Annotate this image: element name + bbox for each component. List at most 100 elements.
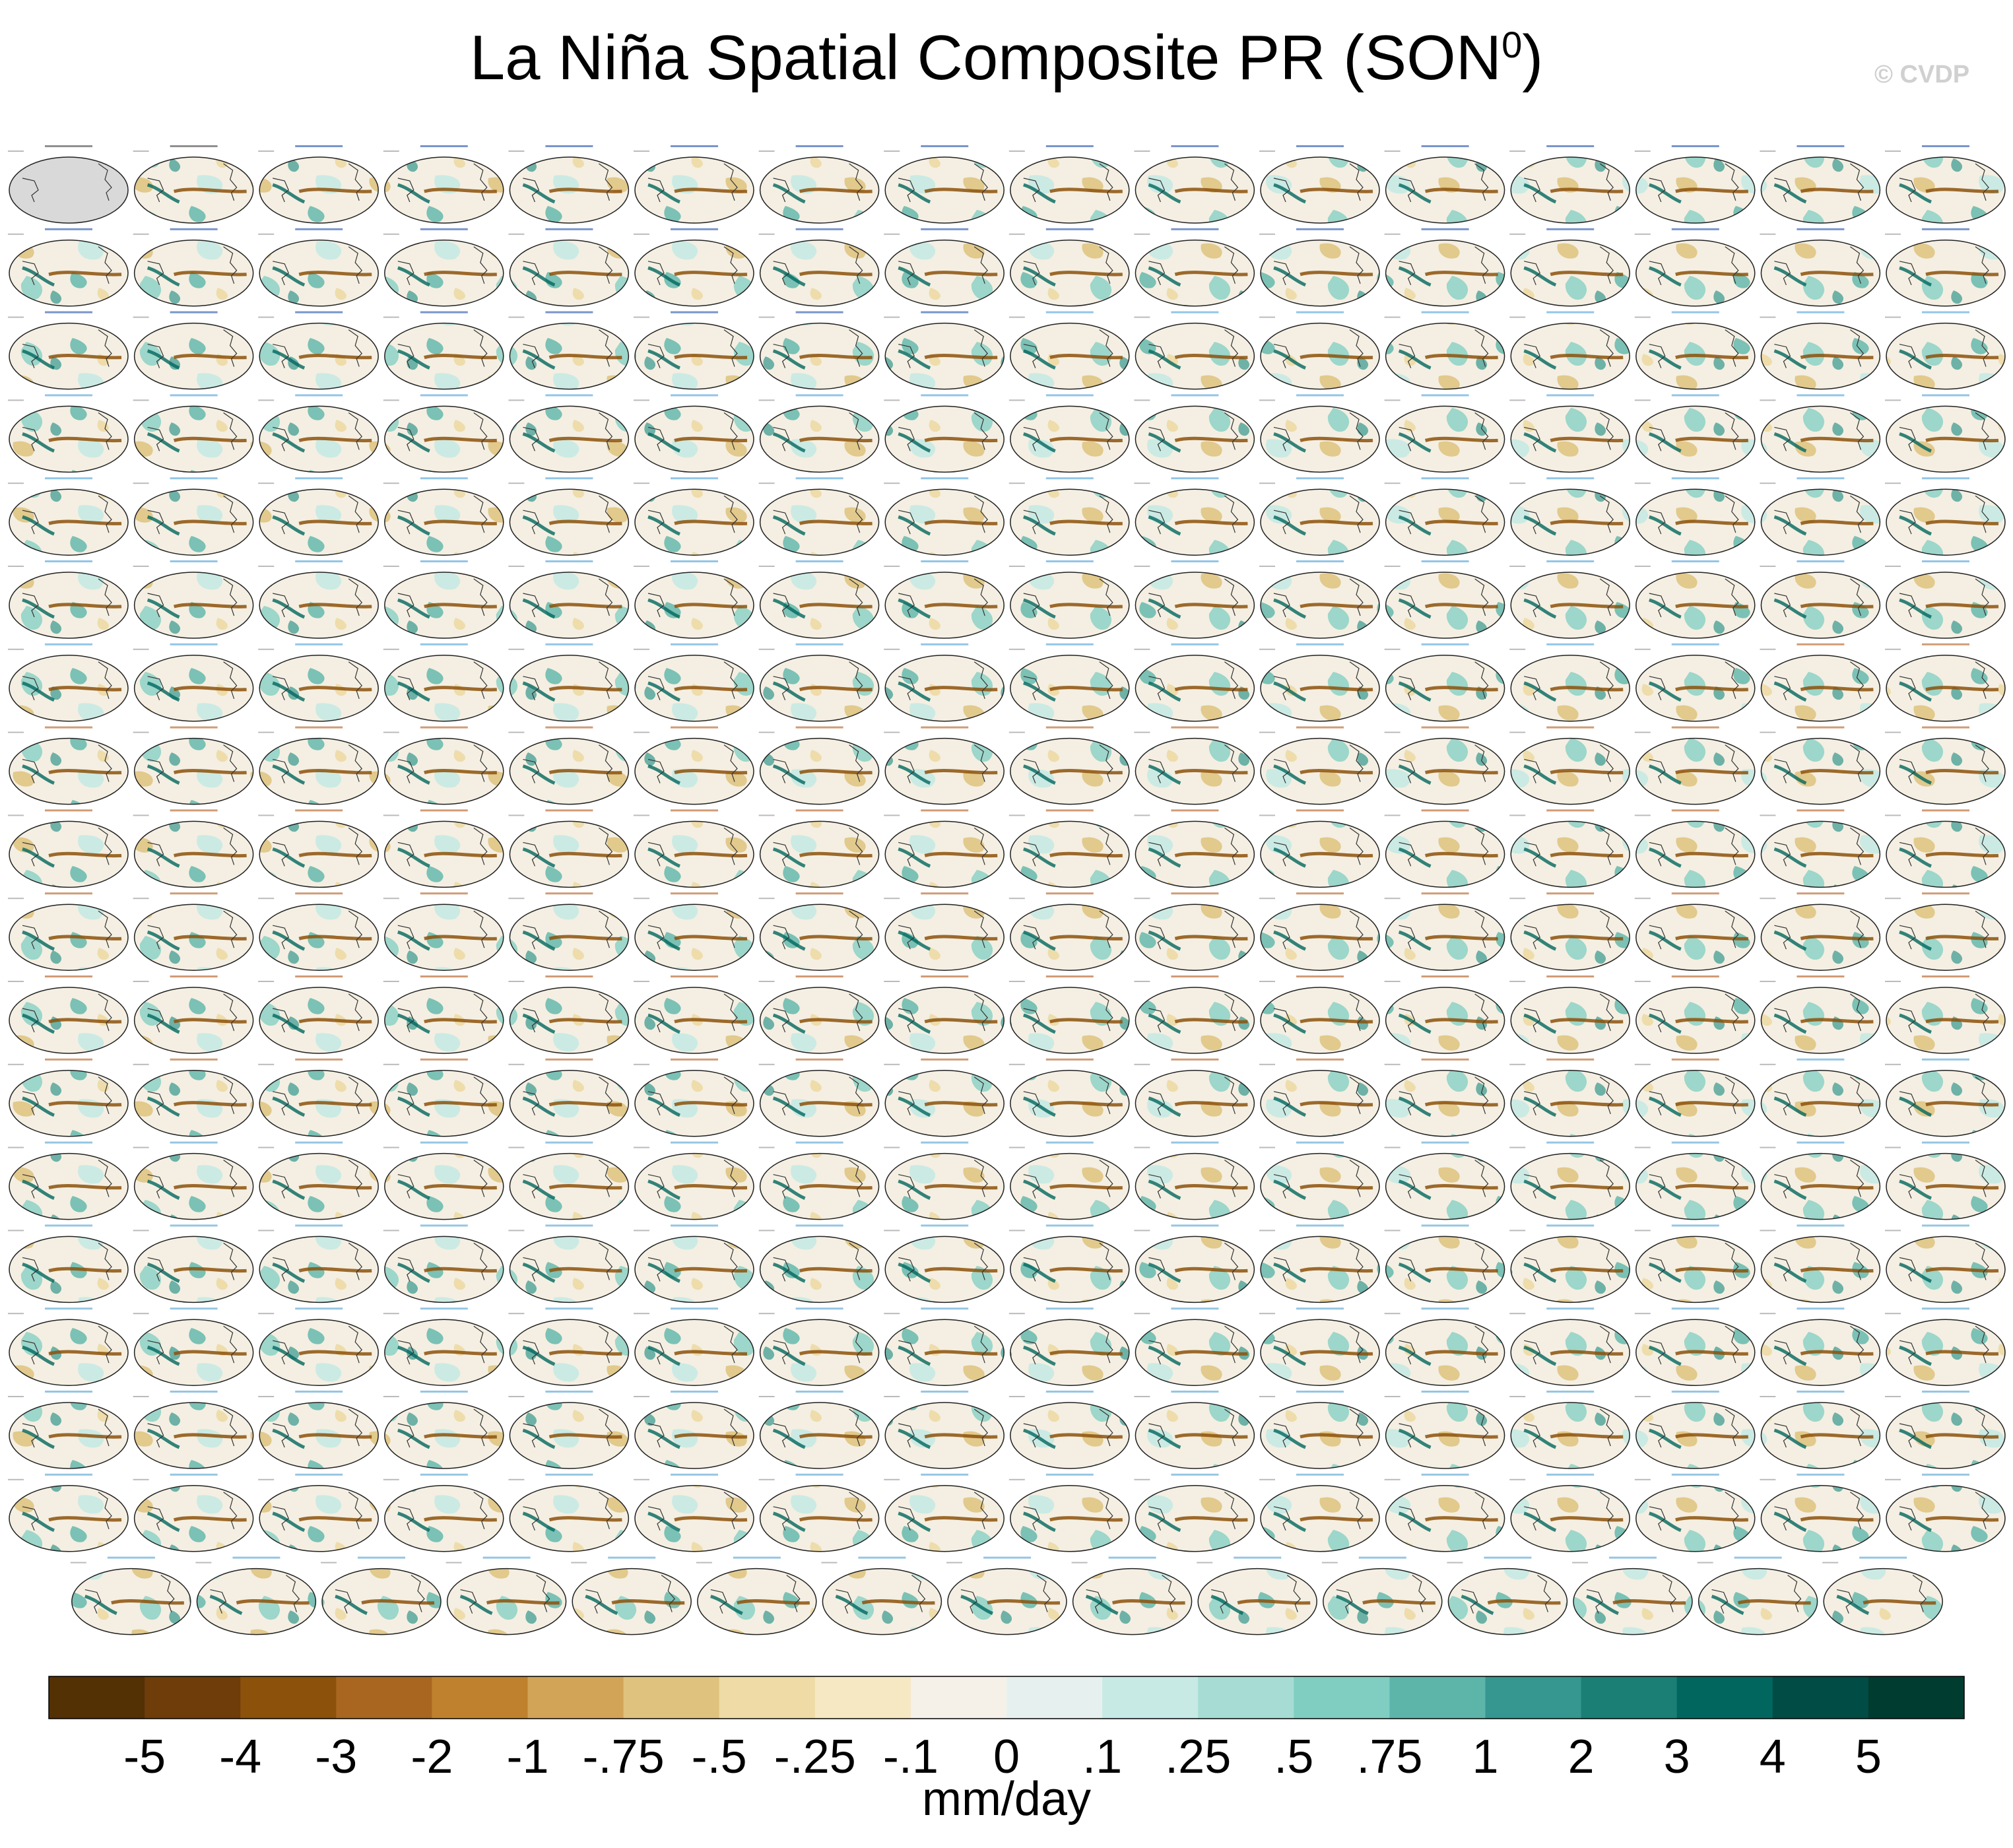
dry-band bbox=[424, 851, 497, 858]
coastline bbox=[397, 1091, 414, 1116]
panel-title-mark bbox=[1671, 1224, 1719, 1227]
dry-band bbox=[1487, 1599, 1561, 1605]
coastline bbox=[974, 495, 989, 533]
coastline bbox=[147, 1257, 164, 1282]
colorbar-unit-label: mm/day bbox=[922, 1773, 1091, 1826]
wet-band bbox=[22, 1511, 55, 1533]
map-panel bbox=[1008, 1058, 1130, 1137]
map-panel bbox=[1259, 809, 1380, 888]
dry-band bbox=[424, 271, 497, 277]
dry-band bbox=[1424, 851, 1498, 858]
panel-period-mark bbox=[8, 233, 24, 235]
coastline bbox=[1224, 163, 1239, 201]
coastline bbox=[1599, 412, 1614, 450]
map-panel bbox=[1134, 560, 1255, 639]
coastline bbox=[599, 1160, 613, 1197]
coastline bbox=[1899, 344, 1916, 368]
panel-period-mark bbox=[508, 1063, 525, 1065]
dry-band bbox=[424, 1183, 497, 1190]
panel-title-mark bbox=[1671, 477, 1719, 480]
coastline bbox=[397, 925, 414, 950]
panel-title-mark bbox=[295, 1307, 343, 1310]
panel-title-mark bbox=[295, 726, 343, 729]
coastline bbox=[1725, 412, 1739, 450]
coastline bbox=[1850, 1242, 1864, 1280]
panel-period-mark bbox=[1259, 648, 1275, 650]
coastline bbox=[974, 827, 989, 865]
panel-period-mark bbox=[884, 814, 900, 816]
coastline bbox=[1899, 426, 1916, 451]
panel-title-mark bbox=[295, 477, 343, 480]
map-panel bbox=[508, 1224, 630, 1304]
coastline bbox=[723, 1160, 738, 1197]
wet-band bbox=[147, 515, 180, 536]
coastline bbox=[1524, 676, 1540, 701]
coastline bbox=[898, 925, 915, 950]
coastline bbox=[536, 1575, 550, 1612]
panel-period-mark bbox=[634, 898, 649, 900]
wet-band bbox=[522, 598, 556, 619]
map-panel bbox=[1634, 1307, 1756, 1386]
coastline bbox=[1649, 510, 1666, 535]
panel-period-mark bbox=[884, 1396, 900, 1397]
coastline bbox=[849, 412, 863, 450]
coastline bbox=[473, 1325, 488, 1364]
map-panel bbox=[1634, 1391, 1756, 1469]
panel-title-mark bbox=[1421, 1058, 1469, 1061]
dry-band bbox=[1049, 353, 1123, 360]
panel-title-mark bbox=[795, 1058, 843, 1061]
coastline bbox=[223, 1325, 238, 1364]
coastline bbox=[397, 426, 414, 451]
dry-band bbox=[424, 519, 497, 525]
panel-period-mark bbox=[1384, 316, 1401, 318]
coastline bbox=[411, 1575, 425, 1612]
dry-band bbox=[1049, 1433, 1123, 1439]
coastline bbox=[1649, 1506, 1666, 1531]
dry-band bbox=[548, 271, 622, 277]
panel-title-mark bbox=[420, 1391, 468, 1393]
dry-band bbox=[48, 1433, 122, 1439]
coastline bbox=[898, 178, 915, 203]
coastline bbox=[98, 661, 112, 699]
map-panel bbox=[1885, 1141, 2006, 1220]
panel-title-mark bbox=[1922, 145, 1969, 147]
panel-period-mark bbox=[1634, 898, 1651, 900]
panel-period-mark bbox=[446, 1562, 462, 1564]
coastline bbox=[473, 1408, 488, 1447]
dry-band bbox=[1300, 1183, 1373, 1190]
dry-band bbox=[424, 1018, 497, 1024]
wet-band bbox=[1023, 266, 1056, 287]
panel-period-mark bbox=[758, 1146, 775, 1148]
panel-title-mark bbox=[1421, 1141, 1469, 1144]
panel-title-mark bbox=[170, 726, 218, 729]
coastline bbox=[1224, 246, 1239, 284]
map-panel bbox=[1008, 726, 1130, 805]
panel-period-mark bbox=[1509, 1230, 1526, 1232]
panel-title-mark bbox=[1296, 1391, 1344, 1393]
panel-period-mark bbox=[1259, 233, 1275, 235]
panel-title-mark bbox=[921, 1058, 969, 1061]
wet-band bbox=[522, 183, 556, 204]
wet-band bbox=[147, 183, 180, 204]
coastline bbox=[1975, 744, 1989, 782]
coastline bbox=[98, 578, 112, 616]
coastline bbox=[1899, 1340, 1916, 1365]
coastline bbox=[1273, 1340, 1290, 1365]
coastline bbox=[1725, 1160, 1739, 1197]
coastline bbox=[523, 925, 540, 950]
coastline bbox=[223, 578, 238, 616]
map-panel bbox=[8, 145, 129, 224]
panel-title-mark bbox=[1922, 1058, 1969, 1061]
panel-title-mark bbox=[1546, 228, 1595, 230]
panel-period-mark bbox=[508, 1478, 525, 1480]
panel-title-mark bbox=[1922, 892, 1969, 895]
panel-title-mark bbox=[921, 1307, 969, 1310]
panel-period-mark bbox=[1008, 233, 1025, 235]
map-panel bbox=[634, 1224, 754, 1304]
panel-period-mark bbox=[1134, 648, 1150, 650]
coastline bbox=[523, 676, 540, 701]
coastline bbox=[523, 344, 540, 368]
panel-title-mark bbox=[1797, 1058, 1845, 1061]
wet-band bbox=[898, 349, 931, 370]
coastline bbox=[1349, 827, 1364, 865]
